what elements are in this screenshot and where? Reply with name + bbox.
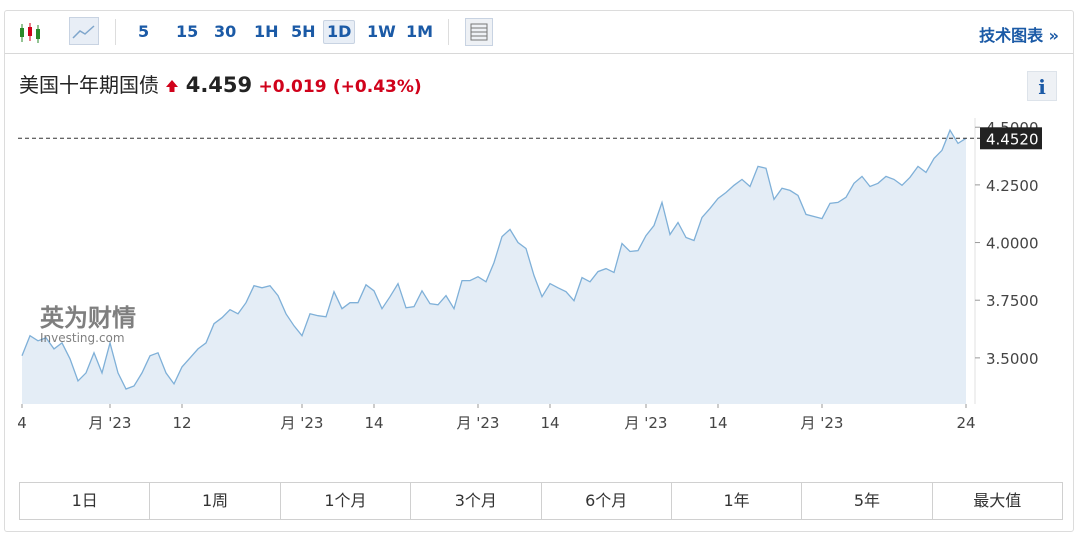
x-tick-label: 14 [540, 414, 559, 432]
interval-button[interactable]: 1D [323, 20, 356, 44]
up-arrow [166, 80, 179, 92]
current-price-label: 4.4520 [986, 130, 1039, 148]
technical-chart-link[interactable]: 技术图表 » [979, 26, 1059, 45]
chart-widget: 5 15 30 1H 5H 1D 1W 1M 技术图表 » 美国十年期国债 4.459 +0.… [4, 10, 1074, 532]
range-button[interactable]: 3个月 [410, 483, 540, 519]
range-selector: 1日 1周 1个月 3个月 6个月 1年 5年 最大值 [19, 482, 1063, 520]
interval-button[interactable]: 30 [214, 22, 237, 41]
current-price-tag [980, 127, 1042, 150]
price: 4.459 [185, 73, 253, 97]
x-tick-label: 14 [364, 414, 383, 432]
x-tick-label: 12 [172, 414, 191, 432]
range-button[interactable]: 5年 [801, 483, 931, 519]
line-chart-icon[interactable] [69, 17, 99, 45]
y-tick-label: 4.0000 [986, 235, 1039, 253]
price-line [21, 128, 967, 390]
interval-button[interactable]: 5 [138, 22, 150, 41]
watermark-brand: 英为财情 [40, 304, 136, 332]
info-button[interactable]: i [1027, 71, 1057, 101]
interval-button[interactable]: 1W [367, 22, 396, 41]
x-tick-label: 月 '23 [625, 414, 668, 432]
x-tick-label: 14 [708, 414, 727, 432]
range-button[interactable]: 1年 [670, 483, 801, 519]
change: +0.019 [258, 77, 327, 97]
x-tick-label: 月 '23 [457, 414, 500, 432]
interval-button[interactable]: 1H [254, 22, 279, 41]
table-icon[interactable] [465, 18, 493, 46]
instrument-header: 美国十年期国债 4.459 +0.019 (+0.43%) [19, 69, 422, 98]
range-button[interactable]: 1个月 [279, 483, 410, 519]
range-button[interactable]: 最大值 [931, 483, 1062, 519]
y-tick-label: 3.5000 [986, 350, 1039, 368]
x-tick-label: 24 [956, 414, 975, 432]
x-tick-label: 4 [17, 414, 27, 432]
instrument-name: 美国十年期国债 [19, 73, 159, 97]
separator [448, 19, 449, 45]
x-tick-label: 月 '23 [89, 414, 132, 432]
candlestick-icon[interactable] [17, 21, 45, 45]
range-button[interactable]: 1日 [71, 491, 98, 510]
toolbar: 5 15 30 1H 5H 1D 1W 1M 技术图表 » [5, 11, 1073, 54]
interval-button[interactable]: 5H [291, 22, 316, 41]
interval-button[interactable]: 15 [176, 22, 199, 41]
separator [115, 19, 116, 45]
change-percent: (+0.43%) [332, 77, 422, 97]
y-tick-label: 4.2500 [986, 177, 1039, 195]
watermark-site: Investing.com [40, 331, 125, 345]
x-tick-label: 月 '23 [281, 414, 324, 432]
range-button[interactable]: 6个月 [540, 483, 671, 519]
area-fill [22, 130, 966, 404]
interval-button[interactable]: 1M [406, 22, 434, 41]
y-tick-label: 3.7500 [986, 292, 1039, 310]
x-tick-label: 月 '23 [801, 414, 844, 432]
range-button[interactable]: 1周 [149, 483, 279, 519]
